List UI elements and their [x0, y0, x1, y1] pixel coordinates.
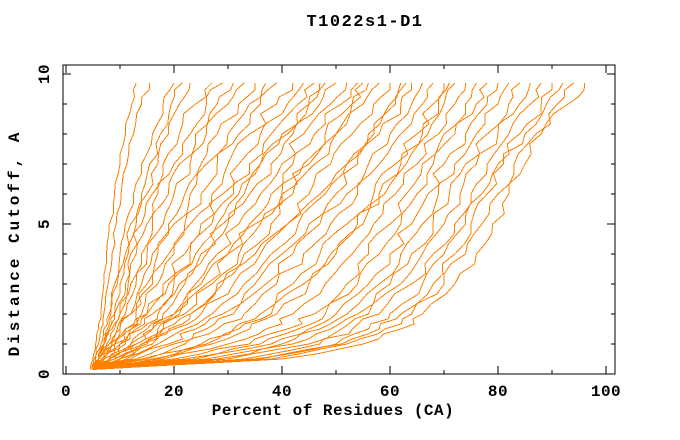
chart-title: T1022s1-D1: [306, 13, 424, 32]
model-curve: [92, 82, 223, 370]
y-tick-label: 10: [36, 64, 54, 84]
model-curve: [92, 82, 358, 370]
model-curve: [92, 82, 585, 370]
model-curve: [92, 82, 531, 370]
model-curve: [92, 82, 234, 370]
model-curve: [92, 82, 553, 370]
model-curve: [92, 82, 488, 370]
model-curve: [92, 82, 402, 370]
y-axis-label: Distance Cutoff, A: [6, 129, 24, 357]
model-curve: [92, 82, 445, 370]
x-axis-label: Percent of Residues (CA): [211, 402, 455, 420]
model-curve: [92, 82, 456, 370]
model-curve: [92, 82, 542, 370]
model-curve: [92, 82, 407, 370]
model-curve: [92, 82, 450, 370]
model-curve: [92, 82, 467, 370]
model-curve: [92, 82, 256, 370]
tick-labels: 0 20 40 60 80 100 0 5 10: [36, 64, 621, 401]
model-curve: [92, 82, 499, 370]
axes: [62, 64, 616, 375]
model-curve: [92, 82, 477, 370]
x-tick-label: 80: [488, 383, 508, 401]
model-curve: [92, 82, 326, 370]
model-curve: [92, 82, 564, 370]
model-curve: [92, 82, 294, 370]
model-curves: [89, 82, 585, 370]
model-curve: [92, 82, 391, 370]
x-tick-label: 0: [61, 383, 71, 401]
x-tick-label: 40: [272, 383, 292, 401]
x-tick-label: 20: [164, 383, 184, 401]
x-tick-label: 100: [591, 383, 621, 401]
model-curve: [92, 82, 520, 370]
model-curve: [92, 82, 434, 370]
model-curve: [92, 82, 510, 370]
model-curve: [92, 82, 574, 370]
model-curve: [92, 82, 348, 370]
model-curve: [92, 82, 175, 370]
x-tick-label: 60: [380, 383, 400, 401]
model-curve: [92, 82, 321, 370]
model-curve: [92, 82, 413, 370]
model-curve: [89, 82, 137, 370]
model-curve: [92, 82, 423, 370]
model-curve: [91, 82, 151, 370]
model-curve: [92, 82, 315, 370]
y-tick-label: 0: [36, 369, 54, 379]
model-curve: [92, 82, 267, 370]
y-tick-label: 5: [36, 219, 54, 229]
model-curve: [92, 82, 380, 370]
